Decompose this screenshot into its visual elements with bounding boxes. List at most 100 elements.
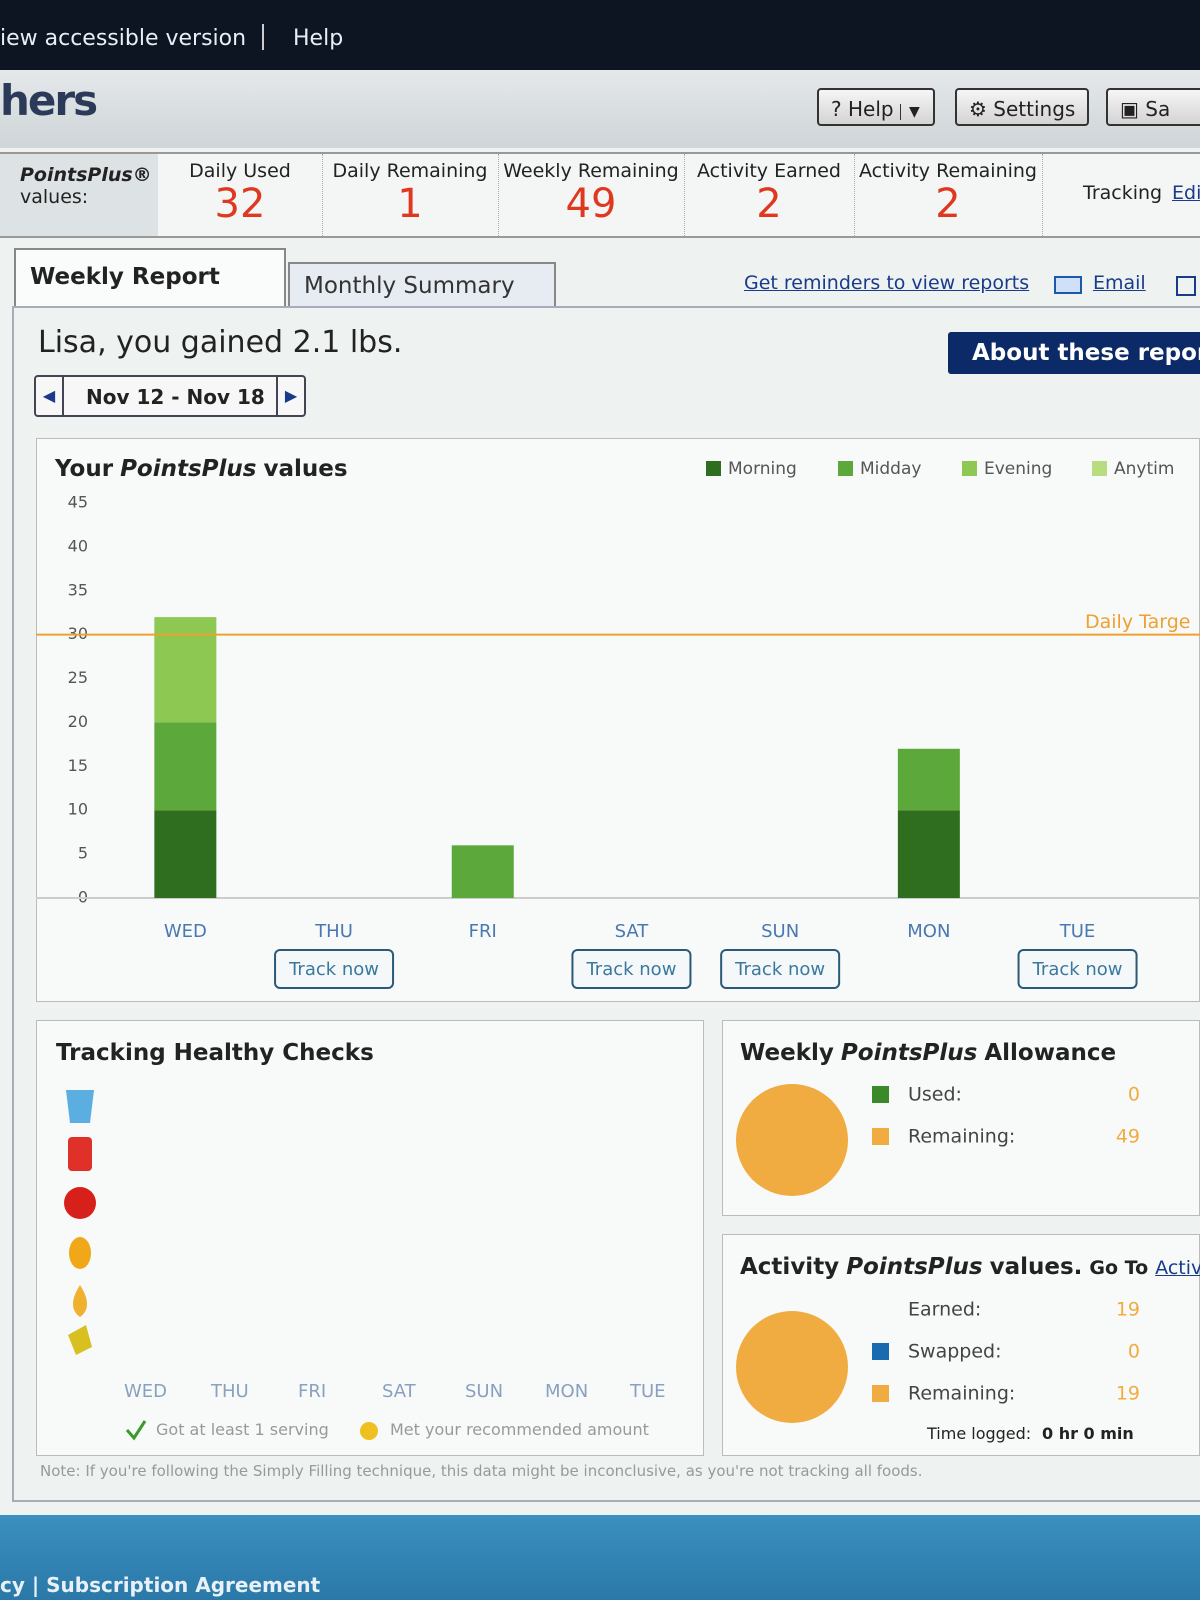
about-button[interactable]: About these report (948, 332, 1200, 374)
settings-label: Settings (993, 97, 1076, 121)
x-tick-label: THU (314, 921, 353, 942)
healthy-day: WED (124, 1381, 168, 1402)
print-icon[interactable] (1176, 276, 1196, 296)
save-button[interactable]: ▣ Sa (1106, 88, 1200, 126)
milk-icon (68, 1137, 92, 1171)
legend-swatch (962, 461, 977, 476)
x-tick-label: TUE (1059, 921, 1096, 942)
track-now-label[interactable]: Track now (734, 959, 825, 980)
brand: PointsPlus® (20, 164, 152, 186)
track-now-frame[interactable] (274, 949, 395, 989)
email-link[interactable]: Email (1093, 272, 1146, 294)
x-tick-label: SAT (615, 921, 650, 942)
y-tick-label: 20 (68, 712, 88, 731)
tracking-link[interactable]: Edi (1172, 182, 1200, 204)
x-tick-label: SUN (761, 921, 799, 942)
save-label: Sa (1145, 97, 1171, 121)
legend-value: 19 (1116, 1299, 1140, 1321)
activity-icon (68, 1325, 92, 1355)
y-tick-label: 15 (68, 756, 88, 775)
footer-links[interactable]: cy | Subscription Agreement (0, 1573, 321, 1597)
tab-weekly[interactable]: Weekly Report (14, 248, 286, 308)
bar-segment (154, 722, 217, 811)
time-value: 0 hr 0 min (1042, 1424, 1134, 1443)
legend-label: Swapped: (908, 1341, 1002, 1363)
stat: Daily Remaining 1 (322, 154, 499, 236)
title-part: PointsPlus (120, 456, 257, 482)
x-tick-label: FRI (469, 921, 497, 942)
allowance-title: Weekly PointsPlus Allowance (740, 1040, 1123, 1066)
bar-segment (154, 810, 217, 898)
water-icon (66, 1090, 94, 1123)
title-part: Allowance (984, 1040, 1117, 1066)
stat-label: Weekly Remaining (503, 160, 679, 182)
track-now-button[interactable]: Track now (1017, 949, 1138, 989)
healthy-day: SUN (465, 1381, 504, 1402)
brand-suffix: values: (20, 186, 89, 208)
track-now-frame[interactable] (720, 949, 841, 989)
prev-week[interactable]: ◀ (36, 377, 64, 415)
settings-button[interactable]: ⚙ Settings (955, 88, 1089, 126)
title-part: Your (55, 456, 114, 482)
track-now-label[interactable]: Track now (1032, 959, 1123, 980)
help-button[interactable]: ? Help ▼ (817, 88, 935, 126)
drop-icon (73, 1285, 87, 1317)
footer: cy | Subscription Agreement (0, 1515, 1200, 1600)
next-week[interactable]: ▶ (276, 377, 304, 415)
track-now-frame[interactable] (571, 949, 692, 989)
legend-swatch (838, 461, 853, 476)
date-range: Nov 12 - Nov 18 (86, 385, 265, 409)
legend-swatch (872, 1385, 889, 1402)
legend-met: Met your recommended amount (390, 1420, 649, 1439)
accessible-link[interactable]: iew accessible version (0, 26, 247, 51)
legend-value: 0 (1128, 1341, 1140, 1363)
oil-icon (69, 1237, 91, 1269)
tab-monthly[interactable]: Monthly Summary (288, 262, 556, 306)
note: Note: If you're following the Simply Fil… (40, 1462, 923, 1480)
track-now-label[interactable]: Track now (585, 959, 676, 980)
bar-segment (154, 617, 217, 723)
target-label: Daily Targe (1085, 611, 1190, 633)
healthy-title: Tracking Healthy Checks (56, 1040, 374, 1066)
track-now-button[interactable]: Track now (571, 949, 692, 989)
legend-value: 19 (1116, 1383, 1140, 1405)
legend-label: Remaining: (908, 1383, 1015, 1405)
track-now-button[interactable]: Track now (274, 949, 395, 989)
y-tick-label: 45 (68, 493, 88, 512)
report-area (12, 306, 1200, 1502)
help-link[interactable]: Help (293, 26, 344, 51)
title-part: values. (989, 1254, 1083, 1280)
header: hers ? Help ▼ ⚙ Settings ▣ Sa (0, 70, 1200, 148)
legend-swatch (706, 461, 721, 476)
stat: Activity Remaining 2 (854, 154, 1043, 236)
title-part: PointsPlus (846, 1254, 983, 1280)
title-part: Activity (740, 1254, 840, 1280)
y-tick-label: 40 (68, 536, 88, 555)
stat: Daily Used 32 (158, 154, 323, 236)
reminders-link[interactable]: Get reminders to view reports (744, 272, 1030, 294)
title-part: PointsPlus (840, 1040, 978, 1066)
separator (262, 24, 264, 50)
legend-value: 0 (1128, 1084, 1140, 1106)
legend-label: Midday (860, 459, 921, 479)
pie-slice (736, 1311, 848, 1423)
track-now-frame[interactable] (1017, 949, 1138, 989)
check-icon (125, 1420, 147, 1441)
y-tick-label: 10 (68, 800, 88, 819)
stat-label: Activity Earned (696, 160, 841, 182)
track-now-button[interactable]: Track now (720, 949, 841, 989)
legend-swatch (872, 1128, 889, 1145)
title-part: values (263, 456, 348, 482)
pie-slice (736, 1084, 848, 1196)
go-to: Go To (1089, 1257, 1149, 1279)
healthy-icons (64, 1090, 96, 1355)
track-now-label[interactable]: Track now (288, 959, 379, 980)
stat-value: 49 (565, 181, 617, 227)
y-tick-label: 5 (78, 844, 88, 863)
legend-swatch (872, 1086, 889, 1103)
healthy-panel (36, 1020, 704, 1456)
active-link[interactable]: Active Li (1155, 1257, 1200, 1279)
tracking-label: Tracking (1083, 182, 1163, 204)
